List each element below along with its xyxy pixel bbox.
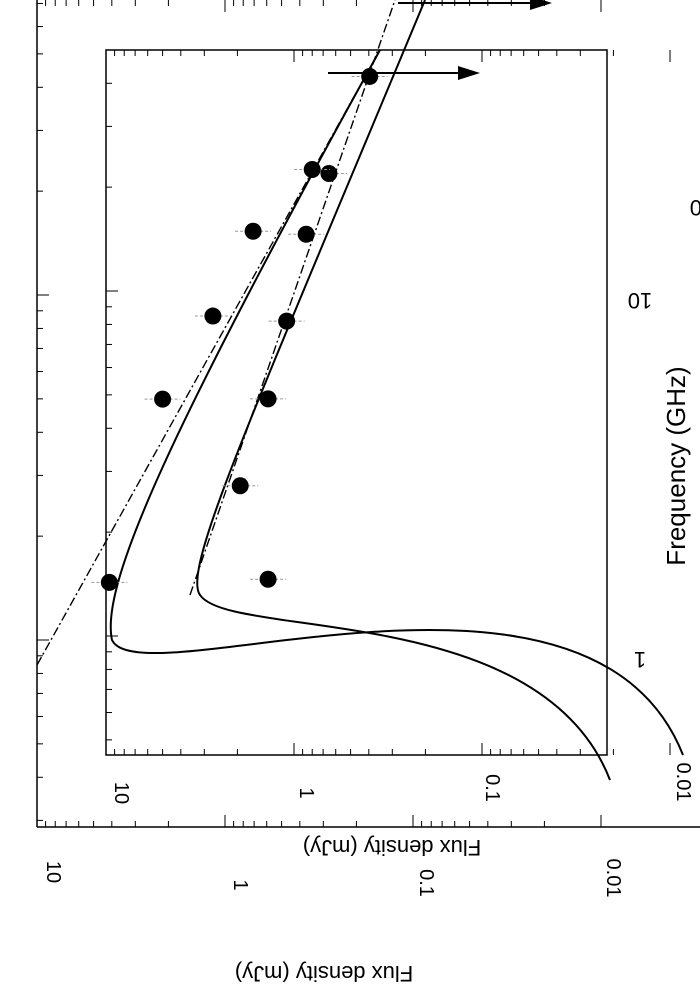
front-ytick-label-01: 0.1 xyxy=(481,774,503,802)
front-ytick-label-10: 10 xyxy=(110,782,132,804)
panel0-data-point xyxy=(231,477,249,495)
back-ytick-label-1: 1 xyxy=(229,879,251,890)
back-xlabel: Frequency (GHz) xyxy=(661,366,691,565)
back-xtick-label-partial: 10 xyxy=(690,195,700,220)
front-ylabel: Flux density (mJy) xyxy=(303,835,481,860)
front-fit-solid xyxy=(109,49,684,756)
front-fit-dashdot xyxy=(36,49,381,666)
panel0-data-point xyxy=(259,390,277,408)
panel0-data-point xyxy=(320,164,338,182)
panel0-data-point xyxy=(361,67,379,85)
back-ytick-label-01: 0.1 xyxy=(415,869,437,897)
back-upper-limit-arrowhead xyxy=(530,0,552,10)
back-panel xyxy=(36,0,700,828)
axis-labels: 1 10 10 10 1 0.1 0.01 10 1 0.1 0.01 Flux… xyxy=(42,195,700,986)
panel0-data-point xyxy=(259,570,277,588)
back-fit-dashdot xyxy=(189,0,396,596)
panel1-data-point xyxy=(204,307,222,325)
fit-curves xyxy=(36,0,684,781)
back-ytick-label-001: 0.01 xyxy=(602,859,624,898)
tick-marks xyxy=(36,0,671,827)
upper-limit-arrows xyxy=(328,0,552,80)
back-xtick-label-10: 10 xyxy=(628,288,652,313)
back-ylabel: Flux density (mJy) xyxy=(235,961,413,986)
panel0-data-point xyxy=(297,225,315,243)
panel1-data-point xyxy=(100,573,118,591)
panel0-data-point xyxy=(278,312,296,330)
panel1-data-point xyxy=(303,160,321,178)
panel1-data-point xyxy=(154,390,172,408)
panel1-data-point xyxy=(244,222,262,240)
front-ytick-label-1: 1 xyxy=(295,787,317,798)
back-ytick-label-10: 10 xyxy=(42,861,64,883)
back-xtick-label-1: 1 xyxy=(634,647,646,672)
front-upper-limit-arrowhead xyxy=(458,66,480,80)
front-panel-frame xyxy=(105,49,608,756)
data-points xyxy=(91,67,388,591)
front-ytick-label-001: 0.01 xyxy=(672,763,694,802)
back-fit-solid xyxy=(196,0,611,781)
